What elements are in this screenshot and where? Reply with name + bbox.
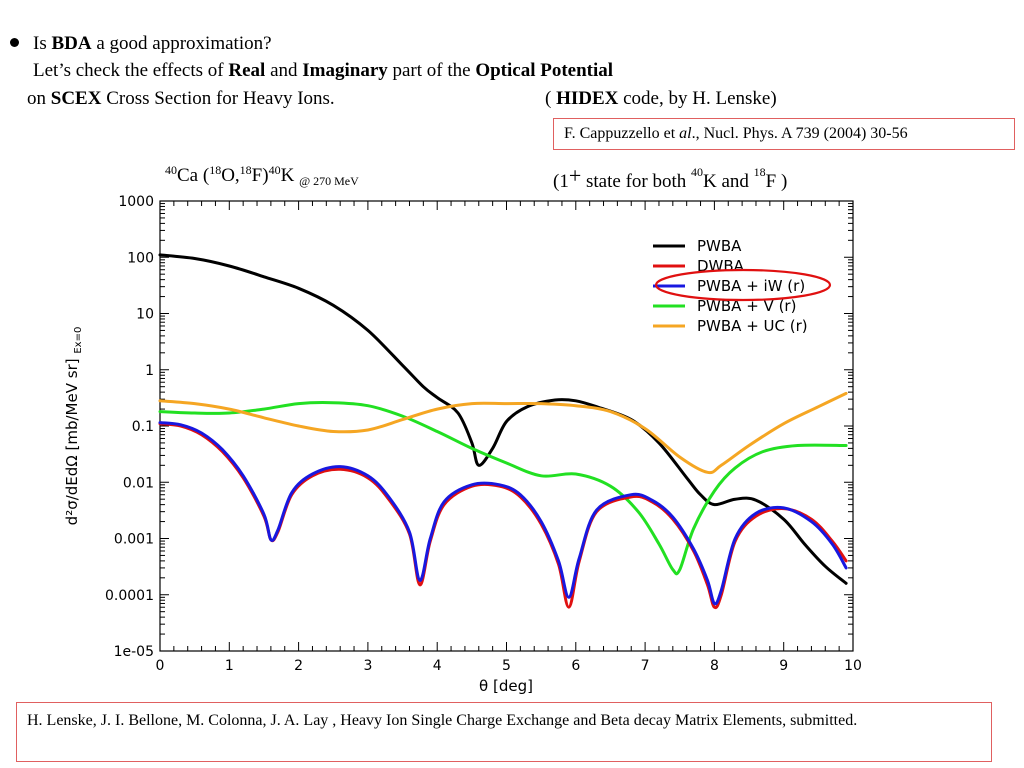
y-tick-label: 0.1: [132, 419, 154, 435]
x-tick-label: 5: [502, 658, 511, 674]
mass-40-k: 40: [268, 163, 281, 177]
ref-top-authors: F. Cappuzzello et: [564, 125, 676, 142]
text-paren: (: [545, 88, 552, 109]
nucleus-f: F): [251, 165, 269, 186]
state-k-and: K and: [703, 171, 749, 192]
text-is: Is: [33, 33, 47, 54]
state-mass-40: 40: [691, 165, 704, 179]
mass-40-ca: 40: [165, 163, 177, 177]
text-cross-section: Cross Section for Heavy Ions.: [106, 88, 335, 109]
text-and: and: [270, 60, 298, 81]
y-tick-label: 0.01: [123, 475, 154, 491]
y-tick-label: 100: [127, 250, 154, 266]
x-tick-label: 1: [225, 658, 234, 674]
reaction-label: 40Ca (18O,18F)40K @ 270 MeV: [165, 163, 359, 188]
mass-18-o: 18: [209, 163, 222, 177]
state-note: (1+ state for both 40K and 18F ): [553, 163, 788, 193]
state-spin: (1: [553, 171, 569, 192]
header-line-3: on SCEX Cross Section for Heavy Ions.: [27, 88, 335, 110]
text-imaginary: Imaginary: [302, 60, 388, 81]
nucleus-ca: Ca (: [177, 165, 210, 186]
reference-box-bottom: H. Lenske, J. I. Bellone, M. Colonna, J.…: [16, 702, 992, 762]
text-part-of: part of the: [392, 60, 471, 81]
text-bda: BDA: [51, 33, 92, 54]
text-real: Real: [228, 60, 266, 81]
header-line-2: Let’s check the effects of Real and Imag…: [33, 60, 613, 82]
mass-18-f: 18: [239, 163, 252, 177]
header-code-note: ( HIDEX code, by H. Lenske): [545, 88, 777, 110]
text-optical-potential: Optical Potential: [475, 60, 614, 81]
x-tick-label: 7: [641, 658, 650, 674]
text-on: on: [27, 88, 46, 109]
text-hidex: HIDEX: [556, 88, 619, 109]
y-axis-label-sub: Ex=0: [73, 327, 84, 354]
ref-top-journal: ., Nucl. Phys. A 739 (2004) 30-56: [691, 125, 908, 142]
text-check: Let’s check the effects of: [33, 60, 224, 81]
y-tick-label: 1000: [118, 194, 154, 210]
series-line-pwba-v-r: [158, 401, 848, 576]
ref-top-al: al: [679, 125, 692, 142]
nucleus-k: K: [280, 165, 295, 186]
legend-label: PWBA + iW (r): [697, 277, 805, 295]
legend-label: PWBA + UC (r): [697, 317, 808, 335]
y-tick-label: 1e-05: [114, 644, 154, 660]
nucleus-o: O,: [221, 165, 240, 186]
x-tick-label: 2: [294, 658, 303, 674]
series-line-pwba: [158, 253, 848, 585]
series-line-pwba-iw-r: [158, 421, 848, 606]
svg-text:d²σ/dEdΩ [mb/MeV sr] Ex=0: d²σ/dEdΩ [mb/MeV sr] Ex=0: [63, 327, 84, 526]
x-tick-label: 8: [710, 658, 719, 674]
y-tick-label: 0.0001: [105, 588, 154, 604]
plot-frame: [159, 200, 854, 652]
y-tick-label: 0.001: [114, 532, 154, 548]
state-parity: +: [568, 163, 582, 188]
reference-box-top: F. Cappuzzello et al., Nucl. Phys. A 739…: [553, 118, 1015, 150]
state-text: state for both: [586, 171, 687, 192]
bullet-icon: [10, 38, 19, 48]
x-tick-label: 6: [571, 658, 580, 674]
x-tick-label: 4: [433, 658, 442, 674]
x-tick-label: 10: [844, 658, 862, 674]
series-line-pwba-uc-r: [158, 391, 848, 475]
y-axis-label: d²σ/dEdΩ [mb/MeV sr] Ex=0: [63, 327, 84, 526]
legend-label: PWBA + V (r): [697, 297, 796, 315]
state-f: F ): [765, 171, 788, 192]
header-line-1: Is BDA a good approximation?: [10, 33, 272, 55]
y-tick-label: 10: [136, 307, 154, 323]
y-tick-label: 1: [145, 363, 154, 379]
ref-bottom-text: H. Lenske, J. I. Bellone, M. Colonna, J.…: [27, 712, 858, 729]
text-scex: SCEX: [50, 88, 102, 109]
beam-energy: @ 270 MeV: [299, 174, 359, 188]
x-tick-label: 9: [779, 658, 788, 674]
state-mass-18: 18: [753, 165, 766, 179]
x-tick-label: 0: [156, 658, 165, 674]
text-question: a good approximation?: [96, 33, 272, 54]
x-tick-label: 3: [363, 658, 372, 674]
x-axis-label: θ [deg]: [479, 677, 533, 695]
text-code-author: code, by H. Lenske): [623, 88, 777, 109]
legend-label: PWBA: [697, 237, 742, 255]
legend-highlight-ellipse: [654, 268, 832, 302]
